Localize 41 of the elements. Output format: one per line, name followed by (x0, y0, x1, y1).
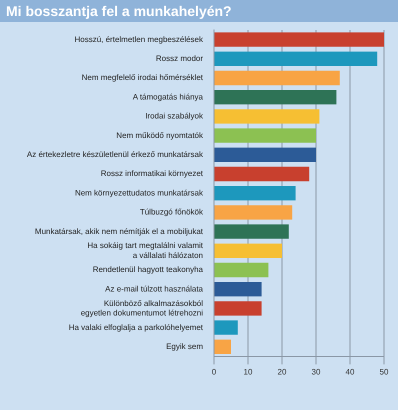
bar (214, 340, 231, 354)
bar (214, 224, 289, 239)
y-tick-label: A támogatás hiánya (132, 92, 204, 102)
y-tick-label: Különböző alkalmazásokból egyetlen dokumentumot létrehozni (80, 298, 204, 318)
bar (214, 148, 316, 162)
y-tick-label: Túlbuzgó főnökök (140, 208, 204, 217)
y-tick-label: Ha valaki elfoglalja a parkolóhelyemet (68, 322, 204, 332)
y-tick-label: Egyik sem (166, 342, 204, 352)
bar (214, 244, 282, 258)
bar (214, 166, 310, 182)
y-tick-label: Rossz informatikai környezet (100, 169, 204, 178)
bar (214, 301, 262, 316)
y-tick-label: Rossz modor (156, 54, 204, 64)
y-tick-label: Irodai szabályok (145, 112, 204, 121)
y-tick-label: Nem környezettudatos munkatársak (74, 188, 204, 198)
bar (214, 282, 262, 296)
y-tick-label: Munkatársak, akik nem némítják el a mobiljukat (34, 226, 204, 236)
bar (214, 32, 384, 47)
x-tick-label: 10 (244, 367, 253, 376)
chart-title: Mi bosszantja fel a munkahelyén? (0, 0, 398, 22)
y-tick-label: Az értekezletre készületlenül érkező munkatársak (26, 150, 204, 160)
x-tick-label: 30 (312, 367, 321, 376)
bar (214, 128, 316, 143)
bar (214, 262, 268, 278)
y-tick-label: Az e-mail túlzott használata (105, 284, 204, 294)
y-tick-label: Hosszú, értelmetlen megbeszélések (74, 34, 204, 44)
bar (214, 52, 378, 66)
y-tick-label: Ha sokáig tart megtalálni valamit a vállalati hálózaton (87, 241, 204, 260)
x-tick-label: 0 (212, 367, 217, 376)
y-tick-label: Nem megfelelő irodai hőmérséklet (82, 73, 204, 82)
bar (214, 205, 292, 220)
bar (214, 186, 296, 200)
y-tick-label: Rendetlenül hagyott teakonyha (92, 265, 204, 274)
x-tick-label: 40 (346, 367, 355, 376)
bar (214, 320, 238, 335)
y-tick-label: Nem működő nyomtatók (116, 130, 204, 140)
bar (214, 70, 340, 86)
bar (214, 109, 320, 124)
x-tick-label: 50 (380, 367, 389, 376)
bar (214, 90, 336, 104)
x-tick-label: 20 (278, 367, 287, 376)
